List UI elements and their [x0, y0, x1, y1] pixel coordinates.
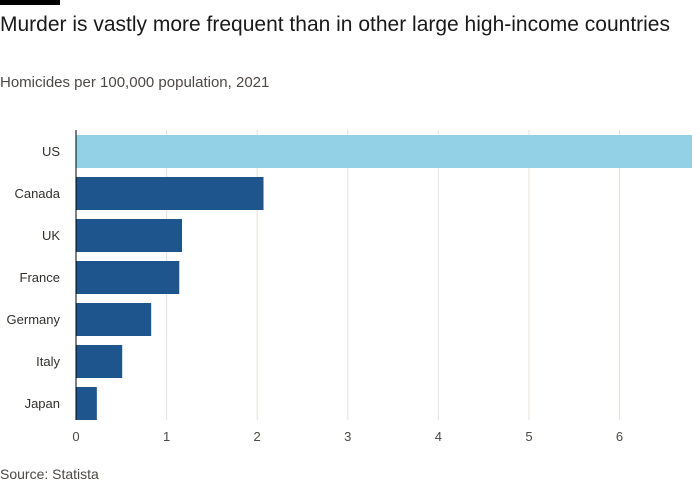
bar-canada [76, 177, 264, 210]
category-label-japan: Japan [25, 396, 60, 411]
category-label-italy: Italy [36, 354, 60, 369]
chart-subtitle: Homicides per 100,000 population, 2021 [0, 74, 270, 91]
category-label-canada: Canada [14, 186, 60, 201]
category-label-us: US [42, 144, 60, 159]
category-label-germany: Germany [7, 312, 61, 327]
x-axis-tick-labels: 0 1 2 3 4 5 6 [72, 429, 623, 444]
bar-france [76, 261, 180, 294]
x-tick-label-2: 2 [254, 429, 261, 444]
x-tick-label-0: 0 [72, 429, 79, 444]
category-label-france: France [20, 270, 60, 285]
top-rule [0, 0, 60, 5]
bar-japan [76, 387, 97, 420]
x-tick-label-6: 6 [616, 429, 623, 444]
bar-germany [76, 303, 152, 336]
bar-uk [76, 219, 182, 252]
bar-italy [76, 345, 123, 378]
bar-layer [75, 130, 692, 420]
x-tick-label-4: 4 [435, 429, 442, 444]
chart-title: Murder is vastly more frequent than in o… [0, 13, 670, 36]
x-tick-label-5: 5 [525, 429, 532, 444]
category-labels: US Canada UK France Germany Italy Japan [7, 144, 61, 411]
category-label-uk: UK [42, 228, 60, 243]
x-tick-label-1: 1 [163, 429, 170, 444]
source-note: Source: Statista [0, 466, 99, 482]
grid-layer [166, 130, 621, 420]
bar-us [76, 135, 692, 168]
x-tick-label-3: 3 [344, 429, 351, 444]
